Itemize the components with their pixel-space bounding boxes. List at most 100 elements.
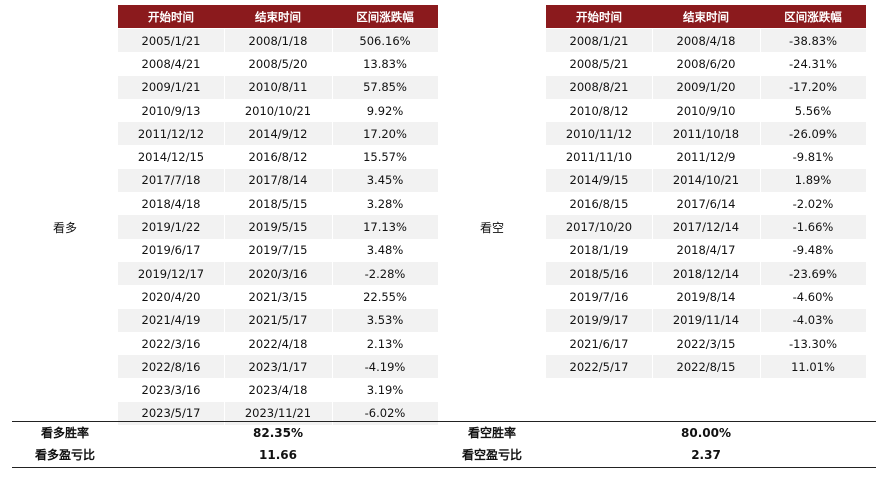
bear-cell: -26.09% [789, 126, 837, 141]
bull-row-shade [118, 215, 438, 239]
bull-win-rate-label: 看多胜率 [40, 426, 89, 440]
bull-cell: 2019/6/17 [141, 243, 201, 258]
bear-cell: 2019/9/17 [569, 313, 629, 328]
bull-cell: 506.16% [359, 33, 411, 48]
bull-row-shade [118, 401, 438, 426]
summary-bottom-rule [12, 467, 876, 468]
bull-cell: 2023/3/16 [141, 383, 201, 398]
bull-cell: 2020/4/20 [141, 289, 201, 304]
bull-row-shade [118, 308, 438, 332]
bear-cell: -4.03% [792, 313, 834, 328]
bull-cell: -6.02% [364, 406, 406, 421]
bull-cell: 2018/5/15 [248, 196, 308, 211]
bull-cell: 22.55% [363, 289, 407, 304]
bull-column-divider [332, 29, 333, 426]
bull-row-shade [118, 355, 438, 379]
bull-cell: 2017/8/14 [248, 173, 308, 188]
bull-cell: 2022/8/16 [141, 359, 201, 374]
bull-cell: 2023/5/17 [141, 406, 201, 421]
bull-cell: 3.28% [366, 196, 404, 211]
bull-cell: -2.28% [364, 266, 406, 281]
bear-cell: -4.60% [792, 289, 834, 304]
bull-row-shade [118, 29, 438, 53]
bear-cell: 2011/11/10 [565, 150, 633, 165]
bull-row-shade [118, 262, 438, 286]
bull-cell: 3.48% [366, 243, 404, 258]
bear-cell: 2022/3/15 [676, 336, 736, 351]
bear-row-shade [546, 29, 866, 53]
bear-cell: 2017/6/14 [676, 196, 736, 211]
bull-cell: 57.85% [363, 80, 407, 95]
bull-cell: 2008/1/18 [248, 33, 308, 48]
bull-cell: 2011/12/12 [137, 126, 205, 141]
bull-cell: 2016/8/12 [248, 150, 308, 165]
bull-header-cell: 区间涨跌幅 [356, 9, 414, 24]
bear-cell: 2014/10/21 [672, 173, 740, 188]
bull-column-divider [224, 29, 225, 426]
bull-header-cell: 开始时间 [148, 9, 194, 24]
bull-cell: 2019/7/15 [248, 243, 308, 258]
bull-row-shade [118, 168, 438, 193]
bull-pl-ratio-value: 11.66 [259, 448, 297, 462]
bull-cell: 2014/12/15 [137, 150, 205, 165]
bear-cell: -1.66% [792, 220, 834, 235]
bear-cell: 2022/8/15 [676, 359, 736, 374]
bull-cell: 13.83% [363, 56, 407, 71]
bear-cell: 2016/8/15 [569, 196, 629, 211]
bull-cell: 2014/9/12 [248, 126, 308, 141]
bull-cell: 2005/1/21 [141, 33, 201, 48]
bear-cell: 2011/12/9 [676, 150, 736, 165]
bull-cell: 2021/5/17 [248, 313, 308, 328]
bear-cell: 2011/10/18 [672, 126, 740, 141]
bull-cell: 2010/10/21 [244, 103, 312, 118]
bear-cell: 2008/5/21 [569, 56, 629, 71]
bull-group-label: 看多 [52, 221, 77, 235]
summary-top-rule [12, 421, 876, 422]
bear-cell: 2010/9/10 [676, 103, 736, 118]
bear-cell: 2019/7/16 [569, 289, 629, 304]
bear-win-rate-label: 看空胜率 [467, 426, 516, 440]
bull-cell: 17.13% [363, 220, 407, 235]
bull-win-rate-value: 82.35% [253, 426, 303, 440]
bull-cell: 15.57% [363, 150, 407, 165]
bear-row-shade [546, 75, 866, 99]
bull-header-row: 开始时间 结束时间 区间涨跌幅 [118, 5, 438, 28]
bear-cell: 2018/1/19 [569, 243, 629, 258]
bear-cell: 2019/11/14 [672, 313, 740, 328]
bull-cell: 2019/1/22 [141, 220, 201, 235]
bear-header-cell: 结束时间 [683, 9, 729, 24]
bear-cell: 11.01% [791, 359, 835, 374]
bull-cell: 2010/8/11 [248, 80, 308, 95]
bear-cell: -13.30% [789, 336, 837, 351]
bull-cell: 2021/4/19 [141, 313, 201, 328]
bull-cell: 2.13% [366, 336, 404, 351]
bull-cell: 2017/7/18 [141, 173, 201, 188]
bull-pl-ratio-label: 看多盈亏比 [34, 448, 95, 462]
bull-cell: 2010/9/13 [141, 103, 201, 118]
bear-cell: 2008/4/18 [676, 33, 736, 48]
bull-cell: 2023/4/18 [248, 383, 308, 398]
bear-cell: 2010/11/12 [565, 126, 633, 141]
bear-cell: -24.31% [789, 56, 837, 71]
bear-cell: -23.69% [789, 266, 837, 281]
bull-cell: 2021/3/15 [248, 289, 308, 304]
bear-group-label: 看空 [479, 221, 504, 235]
bull-cell: 2020/3/16 [248, 266, 308, 281]
bull-cell: -4.19% [364, 359, 406, 374]
bull-row-shade [118, 122, 438, 146]
bull-header-cell: 结束时间 [255, 9, 301, 24]
bull-cell: 2023/11/21 [244, 406, 312, 421]
bull-cell: 2019/5/15 [248, 220, 308, 235]
bear-cell: -9.81% [792, 150, 834, 165]
bear-cell: 2017/12/14 [672, 220, 740, 235]
bear-cell: 2010/8/12 [569, 103, 629, 118]
bear-cell: 2019/8/14 [676, 289, 736, 304]
bear-win-rate-value: 80.00% [681, 426, 731, 440]
bear-cell: -38.83% [789, 33, 837, 48]
bear-cell: -9.48% [792, 243, 834, 258]
bull-cell: 2019/12/17 [137, 266, 205, 281]
bull-cell: 17.20% [363, 126, 407, 141]
bear-cell: 2018/4/17 [676, 243, 736, 258]
bull-cell: 2022/4/18 [248, 336, 308, 351]
